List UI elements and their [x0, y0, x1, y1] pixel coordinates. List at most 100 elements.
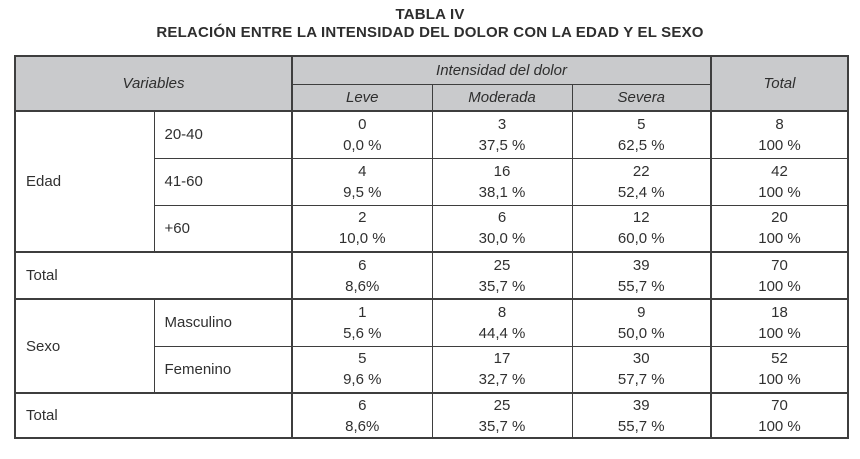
data-cell-total: 70 100 %	[710, 392, 849, 439]
cell-count: 70	[771, 396, 788, 414]
header-variables: Variables	[14, 55, 293, 112]
data-cell-moderada: 17 32,7 %	[431, 345, 573, 394]
table-subtitle: RELACIÓN ENTRE LA INTENSIDAD DEL DOLOR C…	[156, 24, 704, 41]
cell-count: 5	[637, 115, 646, 133]
data-cell-total: 8 100 %	[710, 110, 849, 159]
cell-count: 52	[771, 350, 788, 368]
category-cell: +60	[153, 204, 293, 253]
cell-percent: 50,0 %	[617, 324, 665, 342]
header-intensity-group: Intensidad del dolor	[291, 55, 712, 85]
data-cell-leve: 4 9,5 %	[291, 157, 433, 206]
data-cell-leve: 6 8,6%	[291, 392, 433, 439]
cell-percent: 9,6 %	[343, 371, 382, 389]
data-cell-moderada: 3 37,5 %	[431, 110, 573, 159]
header-total: Total	[710, 55, 849, 112]
total-label: Total	[14, 392, 293, 439]
cell-count: 42	[771, 162, 788, 180]
cell-count: 6	[358, 256, 367, 274]
cell-count: 70	[771, 256, 788, 274]
cell-percent: 37,5 %	[478, 136, 526, 154]
table-row-total-edad: Total 6 8,6% 25 35,7 % 39 55,7 % 70 100 …	[14, 251, 849, 300]
cell-percent: 5,6 %	[343, 324, 382, 342]
cell-count: 0	[358, 115, 367, 133]
cell-count: 9	[637, 303, 646, 321]
data-cell-severa: 39 55,7 %	[571, 251, 712, 300]
table-row-sexo-masculino: Sexo Masculino 1 5,6 % 8 44,4 % 9 50,0 %…	[14, 298, 849, 394]
cell-percent: 0,0 %	[343, 136, 382, 154]
cell-percent: 52,4 %	[617, 183, 665, 201]
data-cell-severa: 12 60,0 %	[571, 204, 712, 253]
cell-percent: 8,6%	[345, 277, 380, 295]
cell-count: 39	[632, 256, 650, 274]
cell-count: 2	[358, 209, 367, 227]
data-table: Variables Intensidad del dolor Total Lev…	[14, 55, 850, 439]
table-body: Edad 20-40 0 0,0 % 3 37,5 % 5 62,5 % 8 1…	[14, 110, 849, 439]
cell-percent: 10,0 %	[338, 230, 386, 248]
cell-count: 6	[497, 209, 507, 227]
data-cell-moderada: 8 44,4 %	[431, 298, 573, 347]
data-cell-severa: 5 62,5 %	[571, 110, 712, 159]
data-cell-total: 52 100 %	[710, 345, 849, 394]
cell-count: 6	[358, 396, 367, 414]
data-cell-total: 70 100 %	[710, 251, 849, 300]
category-cell: 41-60	[153, 157, 293, 206]
data-cell-total: 18 100 %	[710, 298, 849, 347]
cell-count: 16	[493, 162, 511, 180]
cell-count: 4	[358, 162, 367, 180]
header-row-group: Variables Intensidad del dolor Total	[14, 55, 849, 112]
cell-count: 18	[771, 303, 788, 321]
data-cell-moderada: 25 35,7 %	[431, 251, 573, 300]
data-cell-severa: 22 52,4 %	[571, 157, 712, 206]
cell-count: 8	[775, 115, 784, 133]
cell-percent: 38,1 %	[478, 183, 526, 201]
cell-percent: 8,6%	[345, 417, 380, 435]
table-row-total-sexo: Total 6 8,6% 25 35,7 % 39 55,7 % 70 100 …	[14, 392, 849, 439]
cell-percent: 100 %	[758, 277, 801, 295]
cell-percent: 35,7 %	[478, 417, 526, 435]
cell-percent: 100 %	[758, 230, 801, 248]
cell-count: 8	[497, 303, 507, 321]
data-cell-severa: 39 55,7 %	[571, 392, 712, 439]
header-leve: Leve	[291, 83, 433, 112]
data-cell-leve: 5 9,6 %	[291, 345, 433, 394]
category-cell: Femenino	[153, 345, 293, 394]
category-cell: 20-40	[153, 110, 293, 159]
data-cell-leve: 2 10,0 %	[291, 204, 433, 253]
data-cell-leve: 0 0,0 %	[291, 110, 433, 159]
data-cell-leve: 1 5,6 %	[291, 298, 433, 347]
cell-percent: 55,7 %	[617, 417, 665, 435]
cell-percent: 32,7 %	[478, 371, 526, 389]
cell-count: 1	[358, 303, 367, 321]
section-label-sexo: Sexo	[14, 298, 155, 394]
cell-percent: 35,7 %	[478, 277, 526, 295]
cell-count: 20	[771, 209, 788, 227]
data-cell-total: 42 100 %	[710, 157, 849, 206]
cell-count: 12	[632, 209, 650, 227]
header-severa: Severa	[571, 83, 712, 112]
table-row-edad-41-60: 41-60 4 9,5 % 16 38,1 % 22 52,4 % 42 100…	[15, 157, 849, 206]
cell-percent: 100 %	[758, 136, 801, 154]
header-moderada: Moderada	[431, 83, 573, 112]
cell-count: 17	[493, 350, 511, 368]
cell-percent: 62,5 %	[617, 136, 665, 154]
cell-percent: 57,7 %	[617, 371, 665, 389]
cell-percent: 9,5 %	[343, 183, 382, 201]
table-row-edad-60plus: +60 2 10,0 % 6 30,0 % 12 60,0 % 20 100 %	[15, 204, 849, 253]
data-cell-moderada: 6 30,0 %	[431, 204, 573, 253]
table-row-edad-20-40: Edad 20-40 0 0,0 % 3 37,5 % 5 62,5 % 8 1…	[14, 110, 849, 253]
data-cell-moderada: 16 38,1 %	[431, 157, 573, 206]
cell-percent: 55,7 %	[617, 277, 665, 295]
table-caption: TABLA IV RELACIÓN ENTRE LA INTENSIDAD DE…	[0, 6, 860, 42]
cell-count: 25	[493, 256, 511, 274]
cell-count: 5	[358, 350, 367, 368]
cell-percent: 100 %	[758, 183, 801, 201]
cell-count: 22	[632, 162, 650, 180]
table-title: TABLA IV	[395, 6, 465, 23]
section-label-edad: Edad	[14, 110, 155, 253]
data-cell-total: 20 100 %	[710, 204, 849, 253]
cell-count: 39	[632, 396, 650, 414]
data-cell-leve: 6 8,6%	[291, 251, 433, 300]
data-cell-moderada: 25 35,7 %	[431, 392, 573, 439]
cell-percent: 100 %	[758, 324, 801, 342]
table-header: Variables Intensidad del dolor Total Lev…	[14, 55, 849, 112]
